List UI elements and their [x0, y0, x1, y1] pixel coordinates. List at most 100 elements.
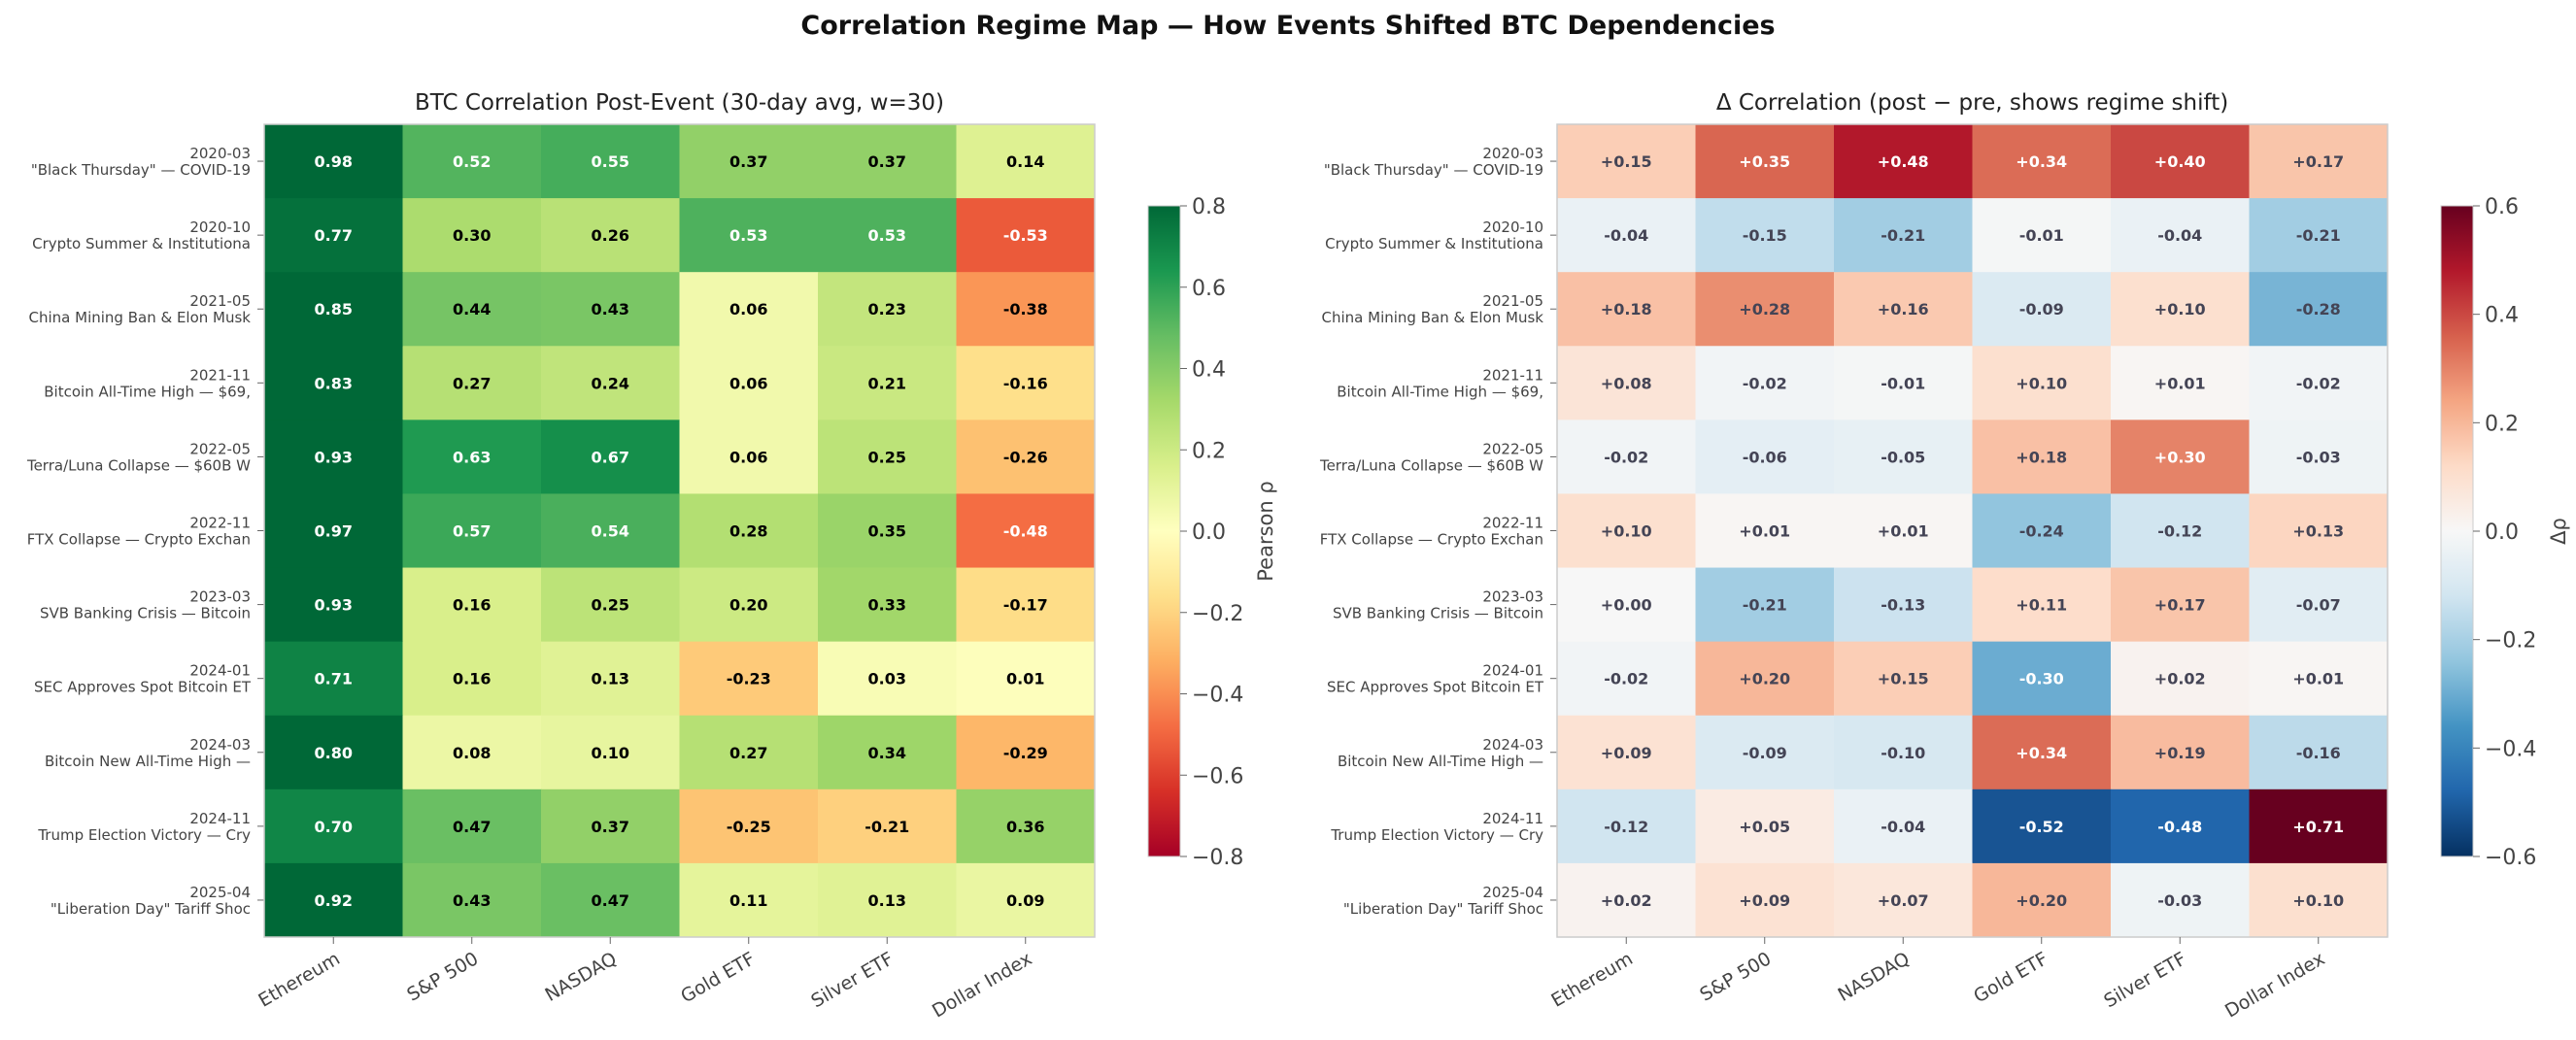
heatmap-cell [2249, 567, 2389, 643]
heatmap-cell [1834, 641, 1973, 717]
heatmap-cell [1695, 272, 1835, 347]
heatmap-cell [541, 419, 680, 494]
cell-value-label: -0.25 [727, 818, 771, 836]
heatmap-cell [679, 124, 819, 199]
heatmap-cell [1834, 272, 1973, 347]
cell-value-label: -0.28 [2296, 300, 2341, 319]
x-tick-label: Ethereum [254, 948, 343, 1011]
cell-value-label: 0.08 [453, 744, 491, 762]
row-label-event: FTX Collapse — Crypto Exchan [1320, 531, 1543, 549]
cell-value-label: 0.71 [315, 670, 353, 688]
heatmap-cell [818, 567, 957, 643]
row-label-date: 2022-05 [1482, 440, 1543, 457]
heatmap-cell [2249, 124, 2389, 199]
cell-value-label: +0.15 [1878, 670, 1929, 688]
heatmap-cell [956, 641, 1096, 717]
x-tick-label: S&P 500 [403, 948, 482, 1005]
colorbar-tick-label: −0.6 [2485, 846, 2536, 870]
heatmap-cell [2249, 641, 2389, 717]
heatmap-cell [679, 715, 819, 790]
cell-value-label: -0.12 [1604, 818, 1648, 836]
heatmap-cell [541, 641, 680, 717]
cell-value-label: 0.57 [453, 522, 491, 541]
heatmap-cell [402, 788, 542, 864]
row-label-date: 2025-04 [1482, 884, 1543, 901]
heatmap-cell [2249, 493, 2389, 569]
colorbar-label: Pearson ρ [1254, 481, 1277, 581]
heatmap-cell [402, 346, 542, 420]
heatmap-cell [956, 493, 1096, 569]
cell-value-label: 0.43 [453, 891, 491, 910]
heatmap-cell [1834, 419, 1973, 494]
cell-value-label: +0.10 [2016, 374, 2067, 392]
cell-value-label: 0.37 [592, 818, 629, 836]
cell-value-label: 0.28 [729, 522, 767, 541]
heatmap-cell [541, 124, 680, 199]
heatmap-cell [541, 198, 680, 273]
heatmap-cell [1834, 346, 1973, 420]
cell-value-label: 0.93 [315, 596, 353, 615]
cell-value-label: 0.53 [729, 226, 767, 245]
x-tick-label: Ethereum [1547, 948, 1636, 1011]
heatmap-cell [264, 124, 403, 199]
cell-value-label: 0.27 [729, 744, 767, 762]
row-label-date: 2024-01 [189, 662, 251, 680]
heatmap-cell [1695, 641, 1835, 717]
heatmap-cell [1695, 419, 1835, 494]
colorbar-tick-label: −0.8 [1192, 846, 1243, 870]
heatmap-cell [1557, 862, 1696, 938]
row-label-date: 2020-10 [189, 218, 251, 236]
cell-value-label: +0.10 [2292, 891, 2344, 910]
cell-value-label: -0.24 [2019, 522, 2064, 541]
cell-value-label: 0.09 [1006, 891, 1044, 910]
cell-value-label: -0.09 [2019, 300, 2064, 319]
cell-value-label: +0.17 [2292, 152, 2344, 171]
cell-value-label: +0.35 [1739, 152, 1790, 171]
heatmap-cell [264, 346, 403, 420]
cell-value-label: -0.12 [2157, 522, 2202, 541]
heatmap-cell [1557, 715, 1696, 790]
cell-value-label: 0.27 [453, 374, 491, 392]
heatmap-cell [2111, 493, 2250, 569]
heatmap-cell [1972, 567, 2112, 643]
heatmap-cell [2111, 567, 2250, 643]
cell-value-label: -0.30 [2019, 670, 2064, 688]
cell-value-label: 0.03 [868, 670, 906, 688]
row-label-date: 2024-11 [189, 810, 251, 827]
cell-value-label: 0.25 [868, 448, 906, 466]
cell-value-label: +0.30 [2154, 448, 2206, 466]
heatmap-cell [1695, 346, 1835, 420]
cell-value-label: -0.07 [2296, 596, 2341, 615]
heatmap-cell [2249, 198, 2389, 273]
cell-value-label: 0.11 [729, 891, 767, 910]
heatmap-cell [956, 567, 1096, 643]
cell-value-label: 0.37 [868, 152, 906, 171]
heatmap-cell [1834, 493, 1973, 569]
heatmap-cell [818, 198, 957, 273]
heatmap-cell [1834, 862, 1973, 938]
heatmap-cell [956, 346, 1096, 420]
heatmap-cell [956, 788, 1096, 864]
cell-value-label: 0.06 [729, 374, 767, 392]
heatmap-cell [679, 493, 819, 569]
heatmap-cell [1557, 788, 1696, 864]
colorbar-tick-label: 0.4 [2485, 304, 2519, 328]
heatmap-cell [818, 346, 957, 420]
colorbar-label: Δρ [2547, 518, 2570, 545]
heatmap-cell [1972, 493, 2112, 569]
cell-value-label: -0.13 [1881, 596, 1925, 615]
heatmap-cell [1557, 124, 1696, 199]
heatmap-cell [679, 788, 819, 864]
row-label-event: China Mining Ban & Elon Musk [1322, 309, 1544, 326]
heatmap-cell [1557, 419, 1696, 494]
cell-value-label: -0.53 [1003, 226, 1048, 245]
heatmap-cell [264, 493, 403, 569]
heatmap-cell [818, 124, 957, 199]
cell-value-label: +0.17 [2154, 596, 2206, 615]
heatmap-cell [264, 272, 403, 347]
row-label-event: Bitcoin All-Time High — $69, [44, 383, 251, 400]
row-label-event: Trump Election Victory — Cry [37, 826, 251, 844]
heatmap-cell [541, 788, 680, 864]
heatmap-cell [1557, 567, 1696, 643]
cell-value-label: -0.06 [1743, 448, 1787, 466]
